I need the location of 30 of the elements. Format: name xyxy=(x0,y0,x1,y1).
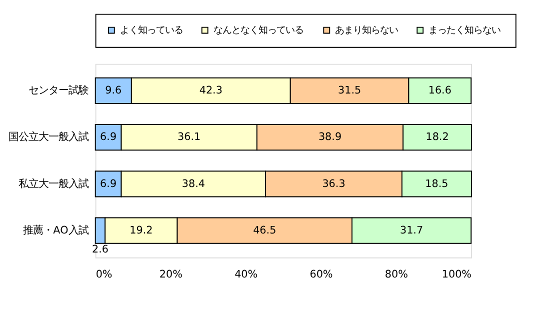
data-label: 16.6 xyxy=(428,84,452,97)
legend-label: なんとなく知っている xyxy=(213,25,304,36)
data-label: 46.5 xyxy=(253,224,276,236)
x-tick-label: 60% xyxy=(310,268,333,281)
data-label: 6.9 xyxy=(100,178,117,190)
data-label: 38.4 xyxy=(182,178,206,190)
data-label: 2.6 xyxy=(92,243,108,256)
y-tick-label: センター試験 xyxy=(28,84,88,97)
legend-label: あまり知らない xyxy=(335,25,398,36)
data-label: 38.9 xyxy=(318,131,342,144)
data-label: 42.3 xyxy=(199,84,222,97)
data-label: 9.6 xyxy=(105,84,122,97)
data-label: 36.3 xyxy=(322,178,346,190)
data-label: 18.2 xyxy=(426,131,449,144)
legend-label: よく知っている xyxy=(120,25,183,36)
legend-label: まったく知らない xyxy=(428,25,501,36)
x-tick-label: 100% xyxy=(442,268,472,281)
y-tick-label: 推薦・AO入試 xyxy=(23,224,88,236)
data-label: 19.2 xyxy=(130,224,153,236)
y-tick-label: 私立大一般入試 xyxy=(18,178,88,190)
x-tick-label: 80% xyxy=(384,268,408,281)
x-tick-label: 40% xyxy=(234,268,258,281)
data-label: 6.9 xyxy=(100,131,117,144)
y-tick-label: 国公立大一般入試 xyxy=(8,131,88,144)
data-label: 31.7 xyxy=(400,224,424,236)
x-tick-label: 0% xyxy=(96,268,112,281)
data-label: 31.5 xyxy=(338,84,362,97)
data-label: 36.1 xyxy=(178,131,201,144)
x-tick-label: 20% xyxy=(159,268,183,281)
data-label: 18.5 xyxy=(425,178,448,190)
